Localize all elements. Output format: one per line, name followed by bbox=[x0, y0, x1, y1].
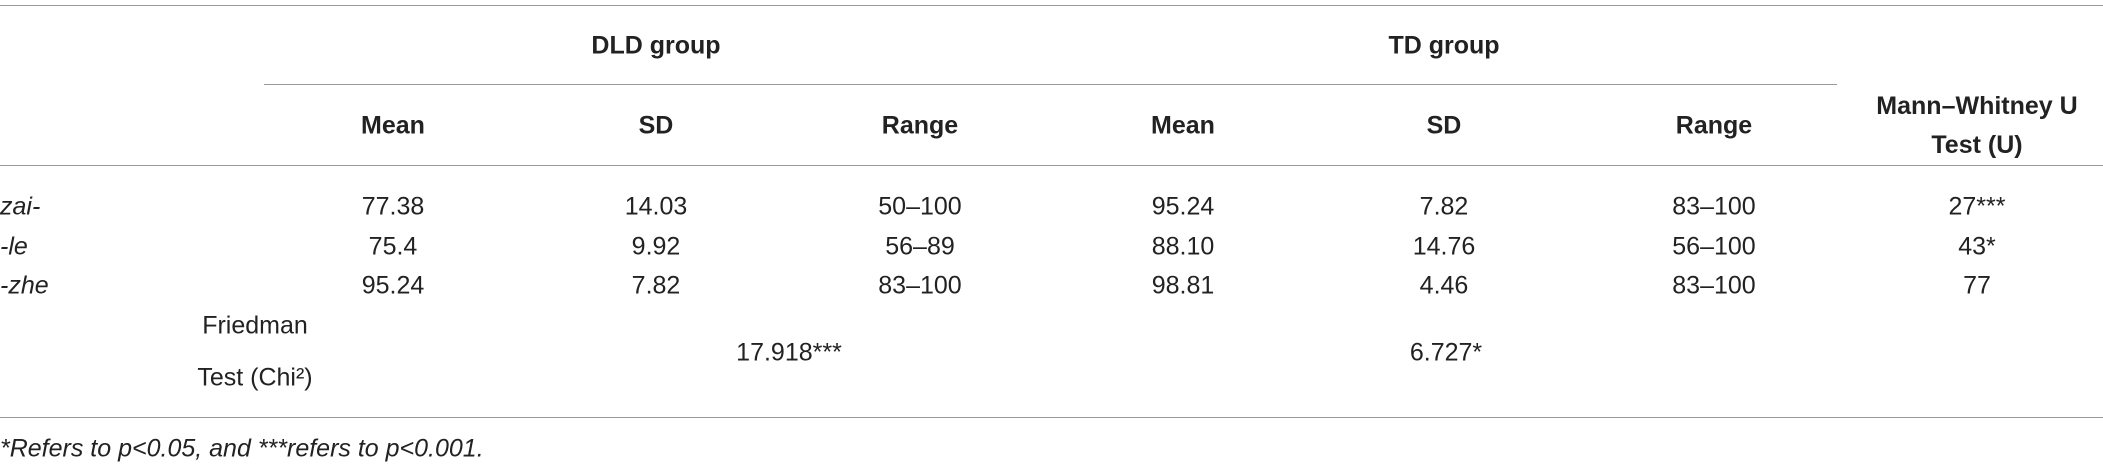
cell: 98.81 bbox=[1151, 271, 1215, 300]
cell: 75.4 bbox=[368, 232, 418, 261]
cell: 83–100 bbox=[1672, 271, 1756, 300]
cell: 7.82 bbox=[631, 271, 681, 300]
column-header: SD bbox=[638, 111, 674, 140]
cell: 14.03 bbox=[624, 192, 688, 221]
cell: 83–100 bbox=[1672, 192, 1756, 221]
group-rule bbox=[264, 84, 1837, 85]
friedman-value: 17.918*** bbox=[736, 338, 842, 367]
row-label: zai- bbox=[0, 192, 41, 221]
row-label: -le bbox=[0, 232, 28, 261]
cell: 56–100 bbox=[1672, 232, 1756, 261]
cell: 95.24 bbox=[1151, 192, 1215, 221]
group-header: TD group bbox=[1388, 31, 1500, 60]
cell: 14.76 bbox=[1412, 232, 1476, 261]
cell: 56–89 bbox=[885, 232, 955, 261]
cell: 88.10 bbox=[1151, 232, 1215, 261]
cell: 77 bbox=[1963, 271, 1991, 300]
group-header: DLD group bbox=[591, 31, 721, 60]
friedman-value: 6.727* bbox=[1409, 338, 1483, 367]
cell: 95.24 bbox=[361, 271, 425, 300]
bottom-rule bbox=[0, 417, 2103, 418]
friedman-label: Friedman bbox=[202, 311, 308, 340]
column-header: Range bbox=[881, 111, 959, 140]
top-rule bbox=[0, 5, 2103, 6]
cell: 43* bbox=[1958, 232, 1996, 261]
cell: 7.82 bbox=[1419, 192, 1469, 221]
cell: 4.46 bbox=[1419, 271, 1469, 300]
cell: 83–100 bbox=[878, 271, 962, 300]
cell: 27*** bbox=[1948, 192, 2006, 221]
cell: 77.38 bbox=[361, 192, 425, 221]
column-header: Range bbox=[1675, 111, 1753, 140]
cell: 9.92 bbox=[631, 232, 681, 261]
footnote: *Refers to p<0.05, and ***refers to p<0.… bbox=[0, 434, 484, 463]
header-rule bbox=[0, 165, 2103, 166]
friedman-label: Test (Chi²) bbox=[197, 363, 313, 392]
column-header: Mean bbox=[361, 111, 425, 140]
column-header: Mean bbox=[1151, 111, 1215, 140]
row-label: -zhe bbox=[0, 271, 49, 300]
cell: 50–100 bbox=[878, 192, 962, 221]
column-header: SD bbox=[1426, 111, 1462, 140]
test-header: Mann–Whitney U Test (U) bbox=[1876, 92, 2078, 159]
